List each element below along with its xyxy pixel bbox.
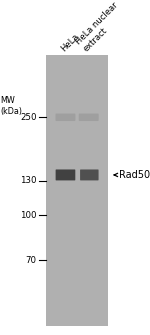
FancyBboxPatch shape [56,114,75,121]
FancyBboxPatch shape [80,170,99,181]
Text: HeLa: HeLa [59,32,81,54]
Text: Rad50: Rad50 [119,170,150,180]
Text: 250: 250 [20,113,37,122]
Text: MW
(kDa): MW (kDa) [0,95,22,116]
Text: 70: 70 [26,256,37,265]
Text: 130: 130 [20,176,37,185]
Text: HeLa nuclear
extract: HeLa nuclear extract [74,1,127,54]
FancyBboxPatch shape [56,170,75,181]
Bar [46,55,108,326]
FancyBboxPatch shape [79,114,99,121]
Text: 100: 100 [20,211,37,220]
